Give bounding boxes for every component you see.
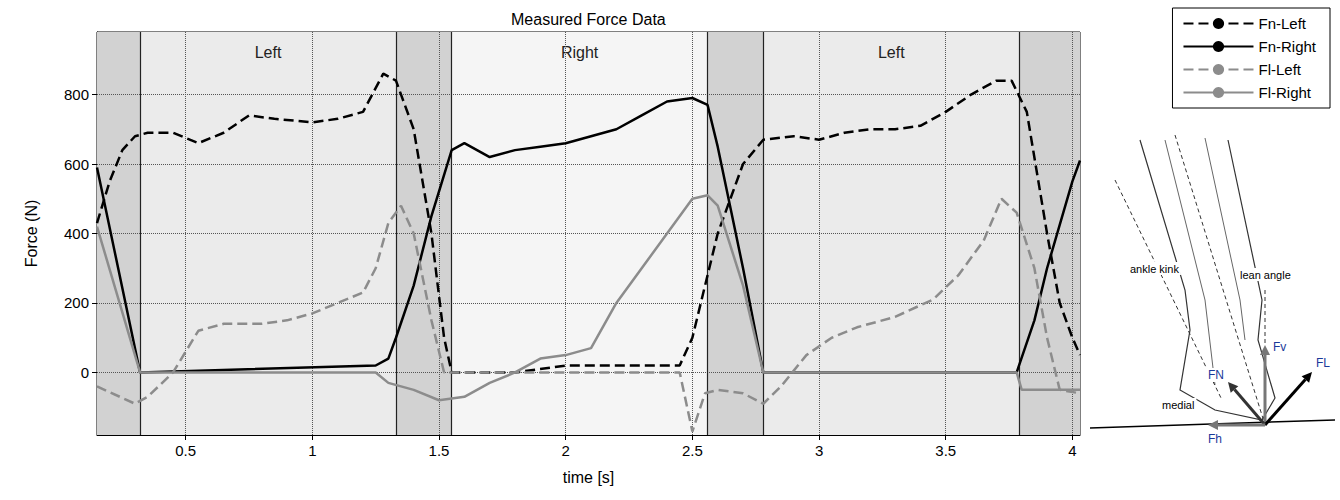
svg-text:4: 4 xyxy=(1068,442,1076,459)
svg-text:2: 2 xyxy=(562,442,570,459)
svg-text:0: 0 xyxy=(81,364,89,381)
svg-text:Fv: Fv xyxy=(1273,340,1286,354)
svg-text:400: 400 xyxy=(64,225,89,242)
svg-text:FL: FL xyxy=(1316,356,1330,370)
svg-text:600: 600 xyxy=(64,156,89,173)
svg-text:Measured Force Data: Measured Force Data xyxy=(511,11,666,28)
svg-text:Fl-Left: Fl-Left xyxy=(1258,61,1301,78)
svg-text:2.5: 2.5 xyxy=(682,442,703,459)
svg-text:Right: Right xyxy=(561,44,599,61)
svg-text:0.5: 0.5 xyxy=(175,442,196,459)
svg-text:Fn-Right: Fn-Right xyxy=(1258,38,1316,55)
svg-text:time [s]: time [s] xyxy=(563,469,615,486)
svg-text:Fn-Left: Fn-Left xyxy=(1258,15,1306,32)
svg-text:800: 800 xyxy=(64,86,89,103)
svg-text:3: 3 xyxy=(815,442,823,459)
svg-text:1.5: 1.5 xyxy=(429,442,450,459)
svg-text:Fh: Fh xyxy=(1208,432,1222,446)
svg-text:3.5: 3.5 xyxy=(935,442,956,459)
svg-text:FN: FN xyxy=(1208,368,1224,382)
svg-text:medial: medial xyxy=(1162,399,1194,411)
svg-text:Left: Left xyxy=(255,44,282,61)
svg-text:ankle kink: ankle kink xyxy=(1130,263,1179,275)
svg-text:Force (N): Force (N) xyxy=(23,200,40,268)
svg-text:1: 1 xyxy=(308,442,316,459)
svg-text:lean angle: lean angle xyxy=(1240,269,1291,281)
svg-text:Fl-Right: Fl-Right xyxy=(1258,84,1311,101)
svg-text:200: 200 xyxy=(64,294,89,311)
svg-text:Left: Left xyxy=(878,44,905,61)
